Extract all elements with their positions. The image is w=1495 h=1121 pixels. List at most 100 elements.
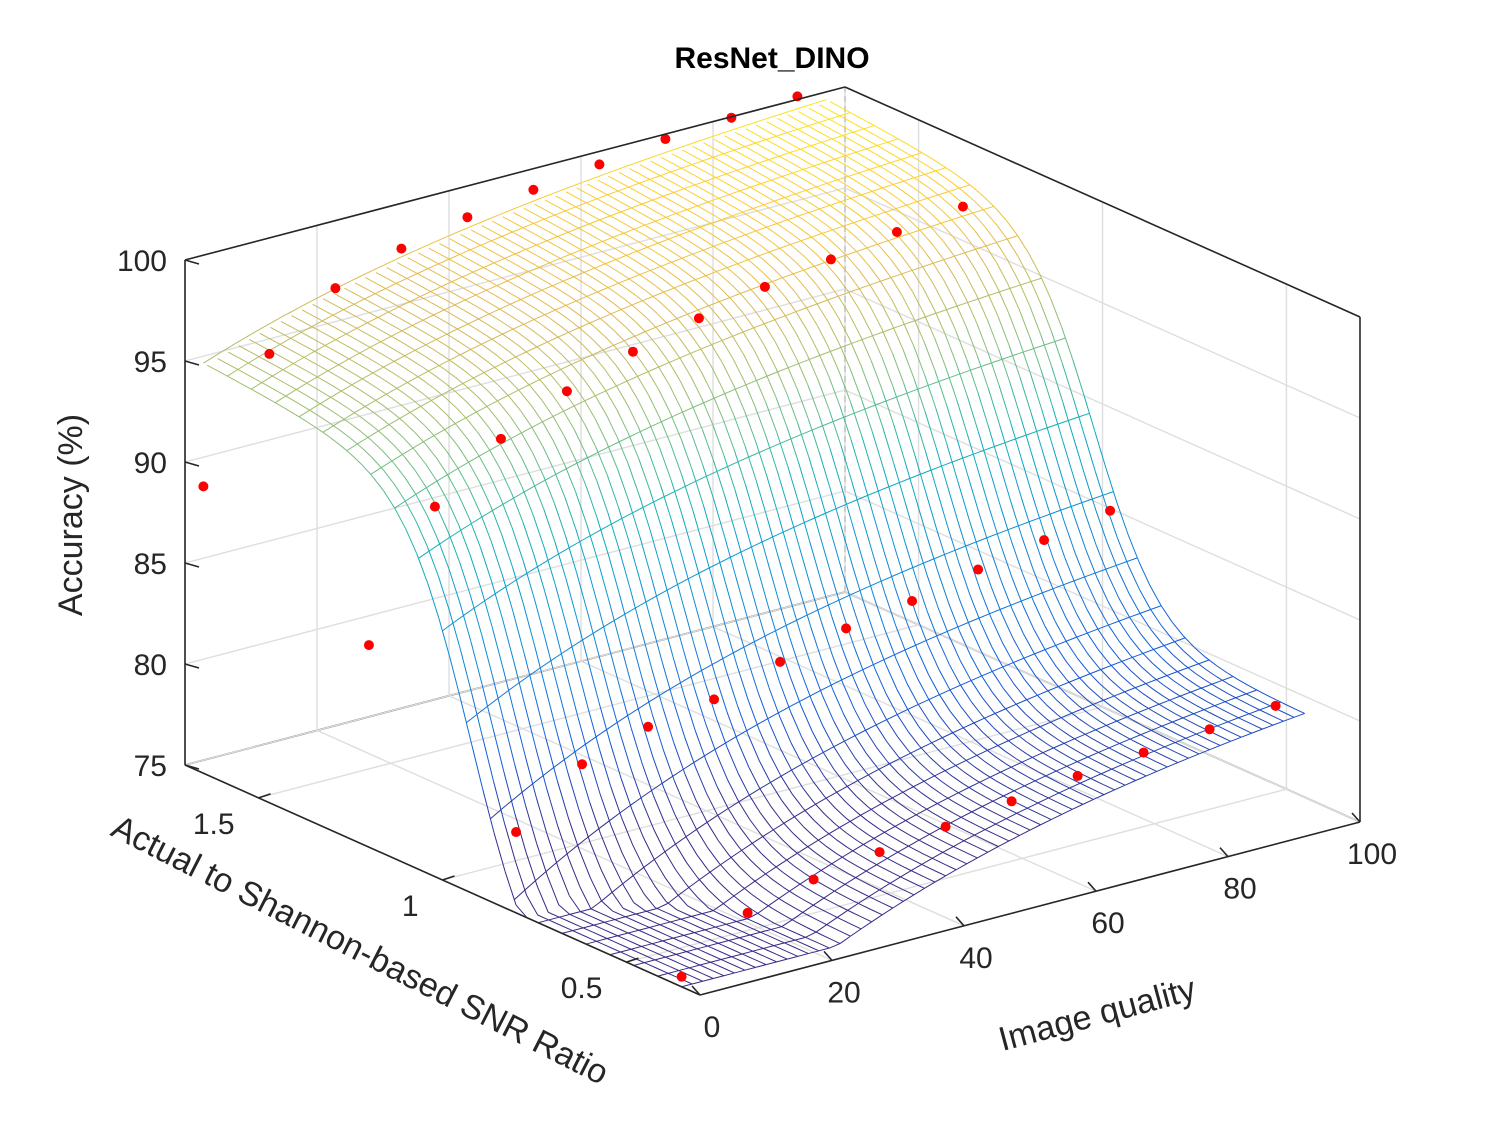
mesh-segment	[652, 195, 664, 201]
mesh-segment	[596, 938, 608, 942]
mesh-segment	[529, 354, 542, 366]
mesh-segment	[1134, 770, 1147, 777]
mesh-segment	[731, 926, 743, 933]
mesh-segment	[324, 339, 336, 346]
mesh-segment	[520, 294, 532, 300]
mesh-segment	[1187, 748, 1200, 755]
mesh-segment	[873, 831, 885, 839]
mesh-segment	[842, 131, 854, 137]
mesh-segment	[1142, 649, 1154, 654]
mesh-segment	[1047, 423, 1058, 429]
mesh-segment	[364, 399, 376, 407]
mesh-segment	[476, 405, 488, 413]
mesh-segment	[634, 928, 647, 934]
mesh-segment	[906, 388, 918, 394]
mesh-segment	[391, 330, 403, 337]
mesh-segment	[773, 300, 786, 316]
mesh-segment	[793, 865, 806, 875]
mesh-segment	[566, 211, 579, 219]
mesh-segment	[636, 958, 649, 965]
mesh-segment	[707, 847, 720, 863]
mesh-segment	[438, 617, 451, 658]
mesh-segment	[578, 850, 591, 879]
mesh-segment	[956, 399, 969, 436]
mesh-segment	[1076, 636, 1089, 655]
mesh-segment	[609, 205, 622, 213]
mesh-segment	[1227, 672, 1239, 681]
mesh-segment	[972, 751, 985, 762]
mesh-segment	[919, 762, 932, 774]
mesh-segment	[1143, 715, 1155, 723]
mesh-segment	[1007, 819, 1020, 826]
mesh-segment	[796, 846, 808, 854]
mesh-segment	[782, 856, 795, 867]
mesh-segment	[605, 414, 618, 438]
mesh-segment	[962, 453, 974, 459]
mesh-segment	[1055, 645, 1068, 663]
mesh-segment	[637, 376, 650, 396]
mesh-segment	[975, 249, 987, 268]
mesh-segment	[261, 382, 274, 390]
mesh-segment	[1138, 562, 1151, 587]
mesh-segment	[637, 371, 649, 377]
mesh-segment	[1116, 716, 1128, 722]
mesh-segment	[941, 185, 953, 195]
mesh-segment	[903, 894, 915, 902]
mesh-segment	[836, 260, 849, 274]
mesh-segment	[950, 816, 962, 824]
mesh-segment	[203, 356, 215, 364]
mesh-segment	[1019, 377, 1032, 414]
mesh-segment	[1193, 709, 1205, 715]
mesh-segment	[1068, 416, 1080, 421]
mesh-segment	[456, 425, 469, 440]
x-tick	[1219, 847, 1229, 858]
mesh-segment	[665, 900, 678, 911]
mesh-segment	[643, 244, 656, 253]
mesh-segment	[357, 436, 369, 445]
mesh-segment	[757, 653, 770, 688]
mesh-segment	[613, 303, 626, 313]
mesh-segment	[1217, 721, 1229, 727]
mesh-segment	[857, 225, 869, 236]
mesh-segment	[596, 518, 609, 555]
mesh-segment	[737, 741, 750, 768]
mesh-segment	[801, 177, 814, 186]
mesh-segment	[1145, 679, 1157, 685]
x-tick-label: 40	[959, 942, 992, 975]
mesh-segment	[672, 768, 684, 777]
mesh-segment	[779, 244, 791, 249]
mesh-segment	[763, 933, 776, 940]
mesh-segment	[814, 262, 826, 267]
mesh-segment	[544, 309, 556, 316]
mesh-segment	[843, 714, 856, 736]
mesh-segment	[701, 429, 714, 461]
mesh-segment	[1172, 654, 1185, 666]
mesh-segment	[901, 295, 914, 317]
mesh-segment	[961, 742, 974, 753]
mesh-segment	[1065, 636, 1077, 642]
mesh-segment	[706, 822, 719, 841]
mesh-segment	[590, 529, 602, 537]
mesh-segment	[864, 157, 877, 165]
mesh-segment	[734, 450, 747, 486]
mesh-segment	[815, 267, 828, 282]
mesh-segment	[693, 598, 706, 640]
data-markers	[198, 91, 1281, 982]
mesh-segment	[592, 626, 604, 634]
mesh-segment	[685, 829, 697, 838]
mesh-segment	[733, 964, 746, 971]
mesh-segment	[555, 468, 567, 475]
mesh-segment	[729, 892, 742, 903]
mesh-segment	[1066, 761, 1078, 767]
mesh-segment	[432, 336, 444, 345]
mesh-segment	[1103, 789, 1115, 796]
mesh-segment	[424, 409, 436, 421]
mesh-segment	[627, 404, 639, 428]
mesh-segment	[861, 190, 873, 196]
mesh-segment	[460, 700, 473, 746]
mesh-segment	[335, 339, 347, 347]
mesh-segment	[535, 223, 547, 231]
mesh-segment	[864, 215, 876, 220]
mesh-segment	[1050, 717, 1062, 723]
mesh-segment	[610, 211, 621, 217]
